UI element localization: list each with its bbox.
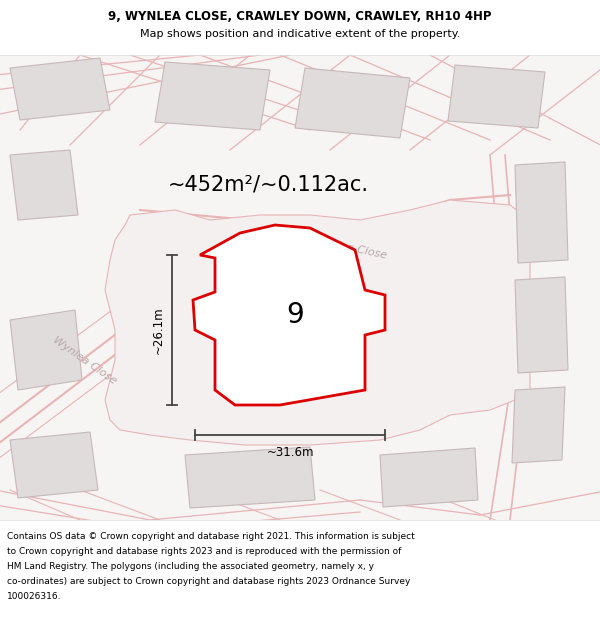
Polygon shape bbox=[515, 277, 568, 373]
Text: Contains OS data © Crown copyright and database right 2021. This information is : Contains OS data © Crown copyright and d… bbox=[7, 532, 415, 541]
Polygon shape bbox=[380, 448, 478, 507]
Polygon shape bbox=[515, 162, 568, 263]
Polygon shape bbox=[160, 240, 380, 430]
Bar bbox=[0, 0, 600, 55]
Bar bbox=[0, 520, 600, 625]
Text: Wynlea Close: Wynlea Close bbox=[52, 334, 119, 386]
Polygon shape bbox=[10, 58, 110, 120]
Polygon shape bbox=[295, 68, 410, 138]
Polygon shape bbox=[193, 225, 385, 405]
Text: ~31.6m: ~31.6m bbox=[266, 446, 314, 459]
Text: 9, WYNLEA CLOSE, CRAWLEY DOWN, CRAWLEY, RH10 4HP: 9, WYNLEA CLOSE, CRAWLEY DOWN, CRAWLEY, … bbox=[108, 9, 492, 22]
Text: to Crown copyright and database rights 2023 and is reproduced with the permissio: to Crown copyright and database rights 2… bbox=[7, 547, 401, 556]
Text: ~26.1m: ~26.1m bbox=[151, 306, 164, 354]
Polygon shape bbox=[448, 65, 545, 128]
Polygon shape bbox=[155, 62, 270, 130]
Text: HM Land Registry. The polygons (including the associated geometry, namely x, y: HM Land Registry. The polygons (includin… bbox=[7, 562, 374, 571]
Text: 100026316.: 100026316. bbox=[7, 592, 62, 601]
Text: ~452m²/~0.112ac.: ~452m²/~0.112ac. bbox=[167, 175, 368, 195]
Polygon shape bbox=[10, 432, 98, 498]
Polygon shape bbox=[512, 387, 565, 463]
Text: co-ordinates) are subject to Crown copyright and database rights 2023 Ordnance S: co-ordinates) are subject to Crown copyr… bbox=[7, 577, 410, 586]
Text: Map shows position and indicative extent of the property.: Map shows position and indicative extent… bbox=[140, 29, 460, 39]
Bar bbox=[0, 55, 600, 520]
Polygon shape bbox=[185, 447, 315, 508]
Polygon shape bbox=[10, 310, 82, 390]
Polygon shape bbox=[10, 150, 78, 220]
Text: 9: 9 bbox=[286, 301, 304, 329]
Text: Wynlea Close: Wynlea Close bbox=[312, 235, 388, 261]
Polygon shape bbox=[105, 200, 530, 445]
